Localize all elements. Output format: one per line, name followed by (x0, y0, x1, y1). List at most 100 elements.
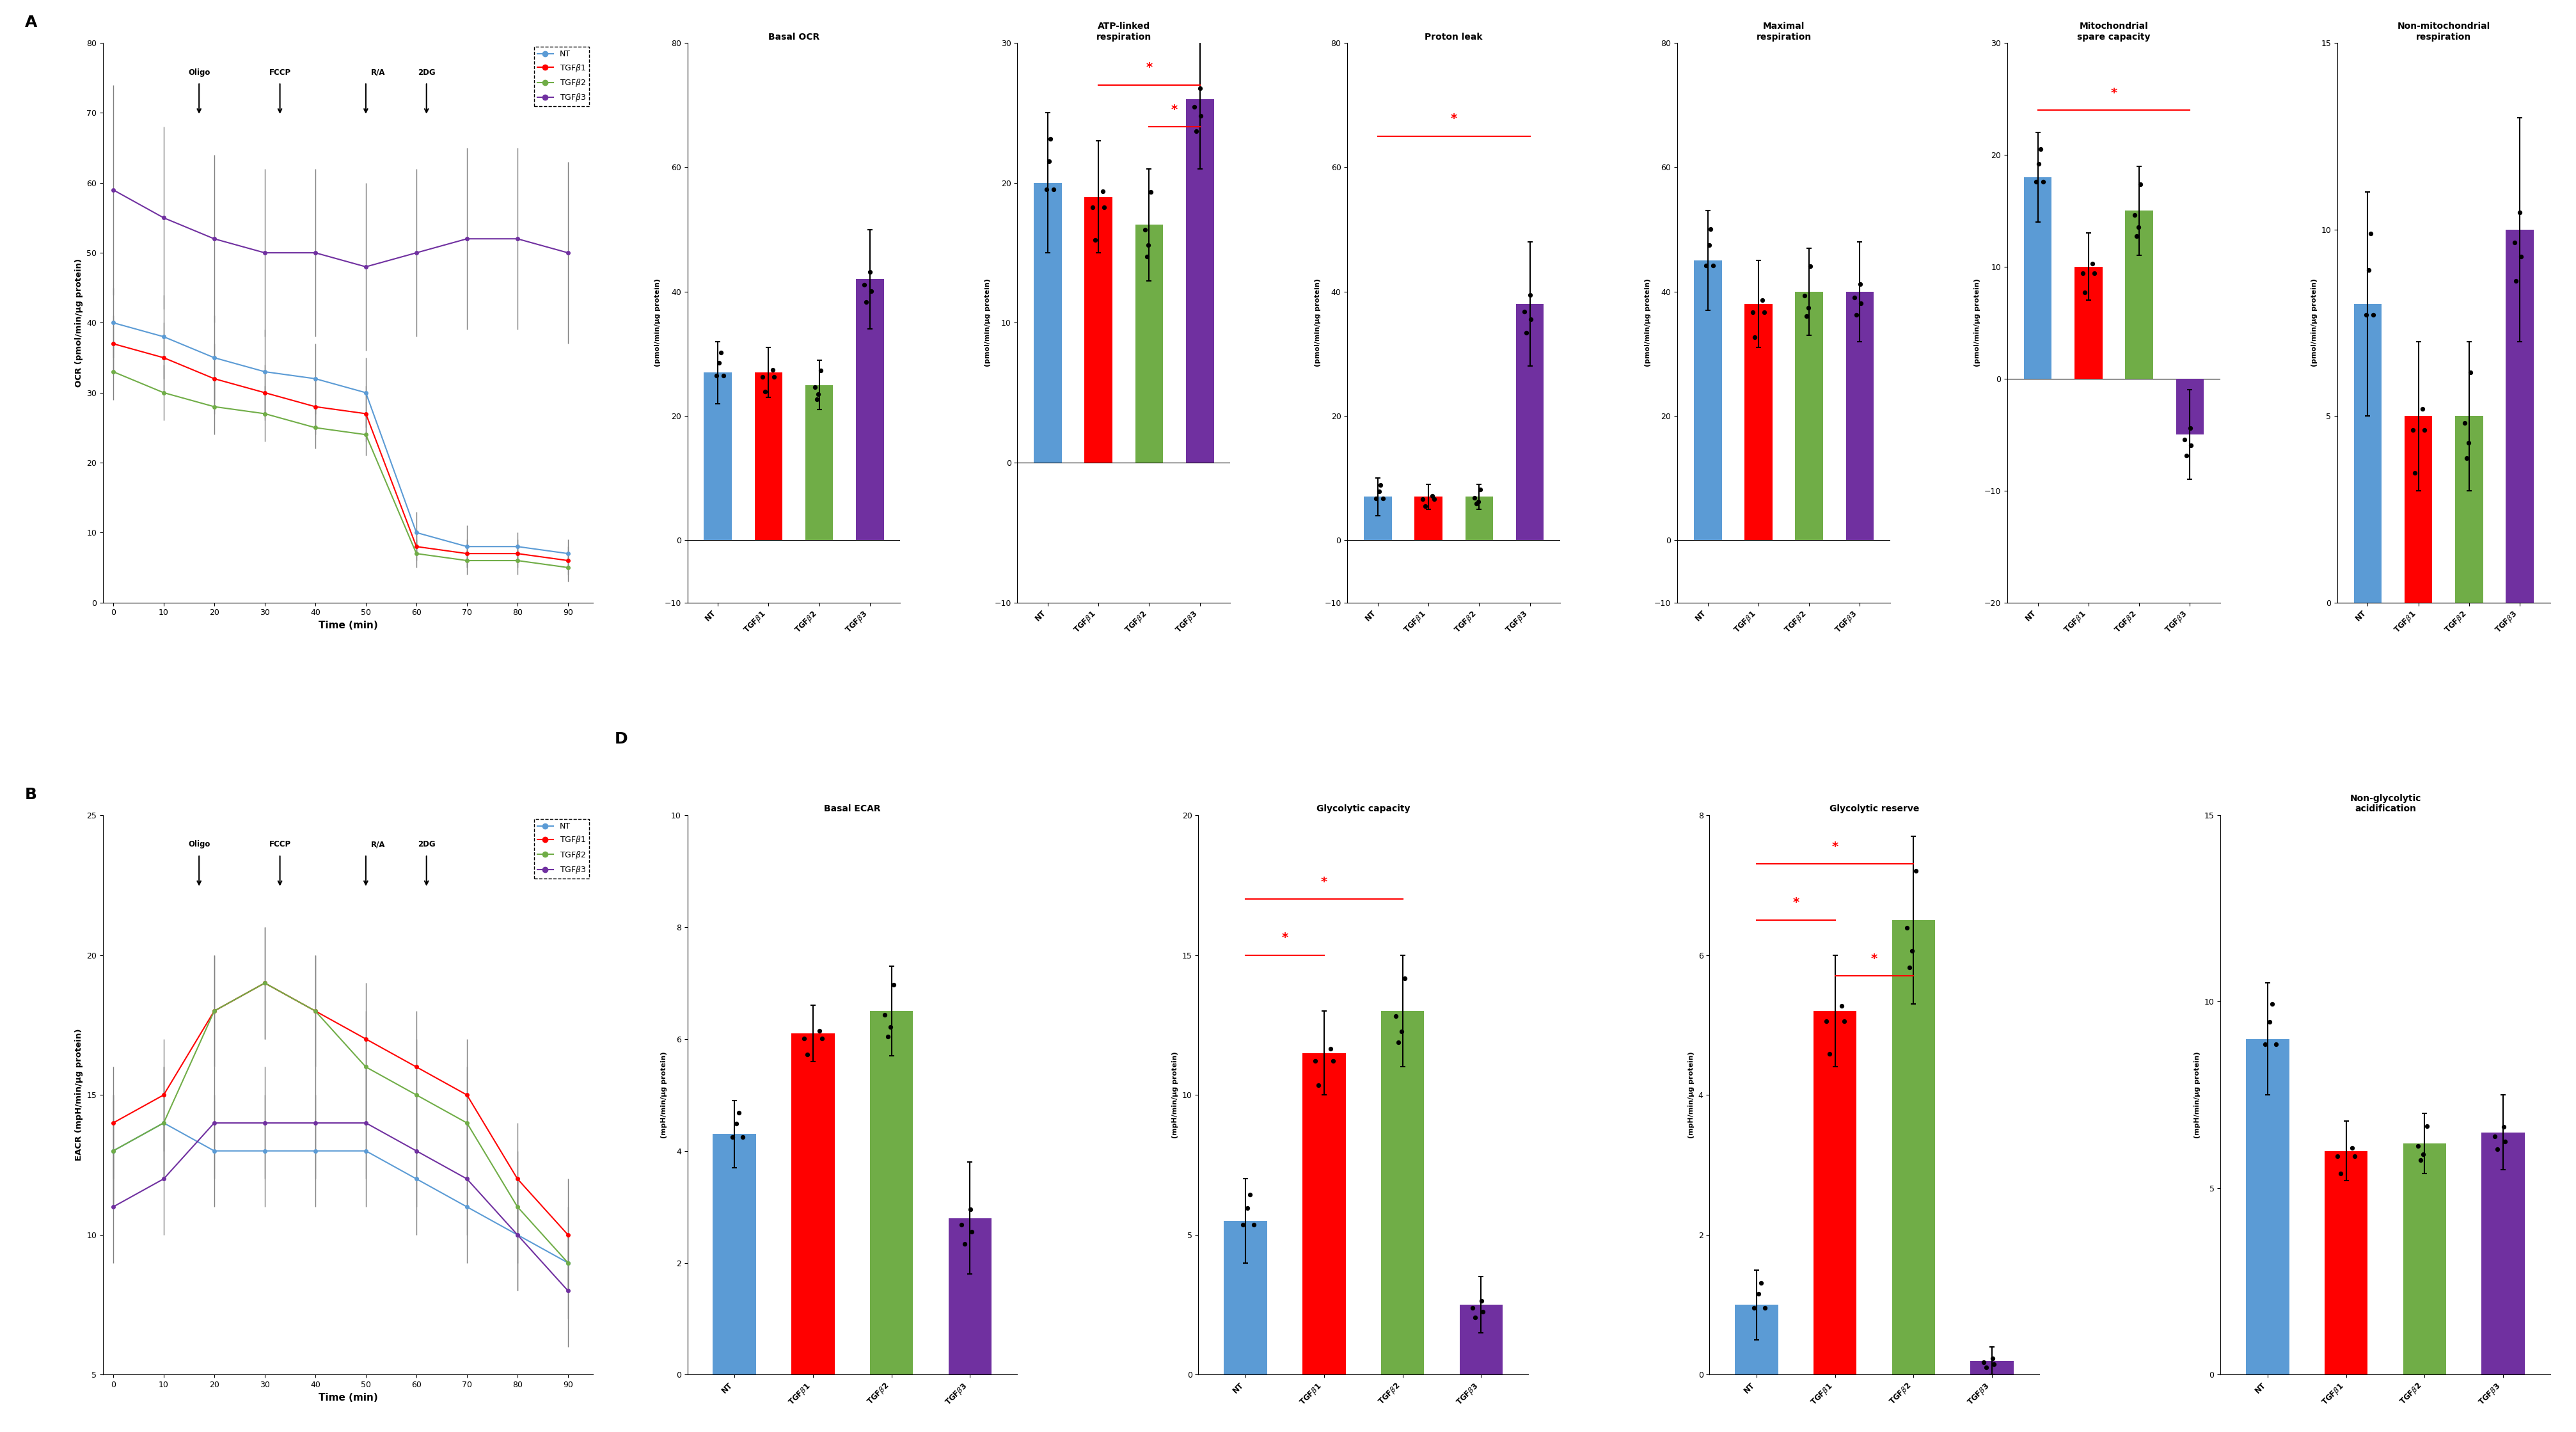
Point (1381, 1020, 1422, 1042)
Text: *: * (1280, 932, 1288, 944)
Point (2483, 1130, 2524, 1153)
Point (1886, 916, 1927, 939)
Bar (1695, 261, 1721, 540)
Point (1224, 1213, 1265, 1236)
Point (871, 1015, 912, 1038)
Point (2115, 203, 2156, 226)
X-axis label: Time (min): Time (min) (319, 1393, 379, 1402)
Point (696, 364, 737, 387)
Point (1455, 487, 1497, 510)
Point (1028, 150, 1069, 173)
Bar (1363, 497, 1391, 540)
Point (2117, 216, 2159, 239)
Point (1404, 495, 1445, 518)
Point (2166, 444, 2208, 467)
Point (1734, 1296, 1775, 1319)
Point (703, 364, 744, 387)
Point (1687, 233, 1728, 256)
Point (1790, 255, 1832, 278)
Point (1965, 1356, 2007, 1379)
Point (2120, 173, 2161, 196)
Y-axis label: (pmol/min/µg protein): (pmol/min/µg protein) (1973, 279, 1981, 367)
Point (1685, 253, 1726, 276)
Point (1033, 178, 1074, 200)
Point (2349, 258, 2391, 281)
Point (1355, 487, 1396, 510)
Point (2447, 431, 2488, 454)
Point (1888, 957, 1929, 979)
Bar (1084, 196, 1113, 463)
Text: *: * (1172, 103, 1177, 116)
Point (1741, 1272, 1783, 1295)
Text: *: * (1793, 896, 1798, 909)
Point (1030, 127, 1072, 150)
Point (698, 351, 739, 374)
Y-axis label: (pmol/min/µg protein): (pmol/min/µg protein) (654, 279, 659, 367)
Bar (1971, 1360, 2014, 1375)
Text: 2DG: 2DG (417, 69, 435, 76)
Point (1971, 1348, 2012, 1370)
Point (1821, 994, 1862, 1017)
Bar (1744, 304, 1772, 540)
Point (1739, 1283, 1780, 1306)
Bar (1033, 183, 1061, 463)
Bar (2506, 229, 2535, 603)
Point (1461, 478, 1502, 501)
Y-axis label: (pmol/min/µg protein): (pmol/min/µg protein) (2311, 279, 2318, 367)
Bar (2324, 1151, 2367, 1375)
Point (2496, 269, 2537, 292)
Point (1741, 288, 1783, 311)
Point (2445, 411, 2486, 434)
Point (1455, 493, 1497, 516)
Point (1401, 488, 1443, 511)
Point (2020, 137, 2061, 160)
Bar (2455, 417, 2483, 603)
Bar (1891, 921, 1935, 1375)
Point (2321, 1163, 2362, 1186)
Text: A: A (26, 14, 36, 30)
Point (1226, 1197, 1267, 1220)
Y-axis label: (mpH/min/µg protein): (mpH/min/µg protein) (662, 1051, 667, 1138)
Title: Basal OCR: Basal OCR (768, 33, 819, 42)
Point (2403, 418, 2445, 441)
Point (845, 291, 886, 314)
Point (1072, 196, 1113, 219)
Point (1785, 305, 1826, 328)
Point (1074, 228, 1115, 251)
Point (940, 1213, 981, 1236)
Point (786, 1044, 827, 1067)
Point (1128, 233, 1170, 256)
Point (1891, 939, 1932, 962)
Point (845, 274, 886, 296)
Point (1293, 1050, 1334, 1073)
Y-axis label: (mpH/min/µg protein): (mpH/min/µg protein) (1172, 1051, 1177, 1138)
X-axis label: Time (min): Time (min) (319, 620, 379, 630)
Text: B: B (26, 788, 36, 802)
Text: *: * (1832, 841, 1839, 853)
Bar (948, 1219, 992, 1375)
Point (1298, 1074, 1340, 1097)
Point (801, 1027, 842, 1050)
Point (2393, 418, 2434, 441)
Bar (1414, 497, 1443, 540)
Point (1360, 474, 1401, 497)
Bar (1185, 99, 1213, 463)
Point (1788, 296, 1829, 319)
Point (1309, 1037, 1350, 1060)
Point (1973, 1353, 2014, 1376)
Point (799, 1020, 840, 1042)
Point (2074, 262, 2115, 285)
Point (2115, 225, 2156, 248)
Point (1025, 178, 1066, 200)
Point (2164, 428, 2205, 451)
Bar (791, 1034, 835, 1375)
Point (1383, 967, 1425, 990)
Point (2478, 1138, 2519, 1161)
Title: Non-mitochondrial
respiration: Non-mitochondrial respiration (2398, 21, 2491, 42)
Point (801, 359, 842, 382)
Y-axis label: (pmol/min/µg protein): (pmol/min/µg protein) (1314, 279, 1321, 367)
Point (796, 388, 837, 411)
Y-axis label: (mpH/min/µg protein): (mpH/min/µg protein) (2195, 1051, 2200, 1138)
Bar (1795, 292, 1824, 540)
Point (1834, 286, 1875, 309)
